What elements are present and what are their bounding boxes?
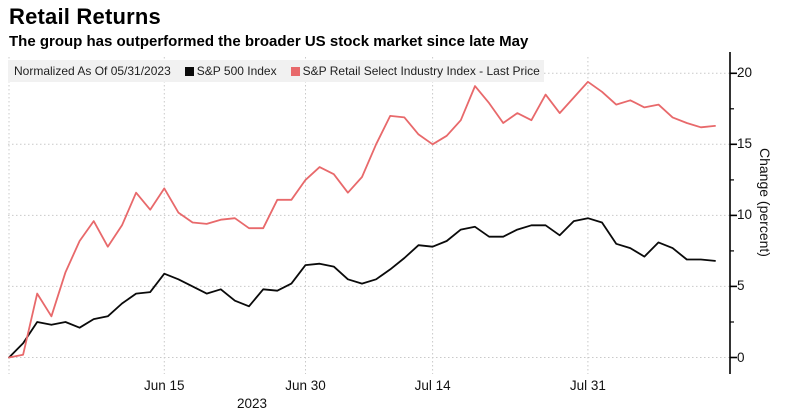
y-axis-title: Change (percent) — [757, 148, 773, 257]
legend: Normalized As Of 05/31/2023 S&P 500 Inde… — [8, 60, 544, 82]
x-tick-label: Jul 14 — [414, 378, 451, 393]
y-tick-label: 0 — [737, 349, 745, 365]
sp500-line — [8, 217, 716, 359]
y-tick-label: 15 — [737, 136, 753, 152]
legend-item-sp500: S&P 500 Index — [184, 64, 277, 78]
y-tick-label: 5 — [737, 278, 745, 294]
y-tick-label: 20 — [737, 65, 753, 81]
legend-item-retail: S&P Retail Select Industry Index - Last … — [290, 64, 540, 78]
legend-retail-label: S&P Retail Select Industry Index - Last … — [302, 64, 540, 78]
x-axis-year-label: 2023 — [236, 396, 268, 411]
legend-normalized-label: Normalized As Of 05/31/2023 — [14, 64, 171, 78]
retail-line — [8, 80, 716, 359]
y-tick-label: 10 — [737, 207, 753, 223]
chart-subtitle: The group has outperformed the broader U… — [9, 33, 529, 50]
sp500-legend-swatch-icon — [184, 66, 194, 76]
page-title: Retail Returns — [9, 4, 161, 29]
x-tick-label: Jul 31 — [569, 378, 606, 393]
retail-legend-swatch-icon — [290, 66, 300, 76]
legend-sp500-label: S&P 500 Index — [196, 64, 277, 78]
x-tick-label: Jun 30 — [285, 378, 326, 393]
x-tick-label: Jun 15 — [144, 378, 185, 393]
